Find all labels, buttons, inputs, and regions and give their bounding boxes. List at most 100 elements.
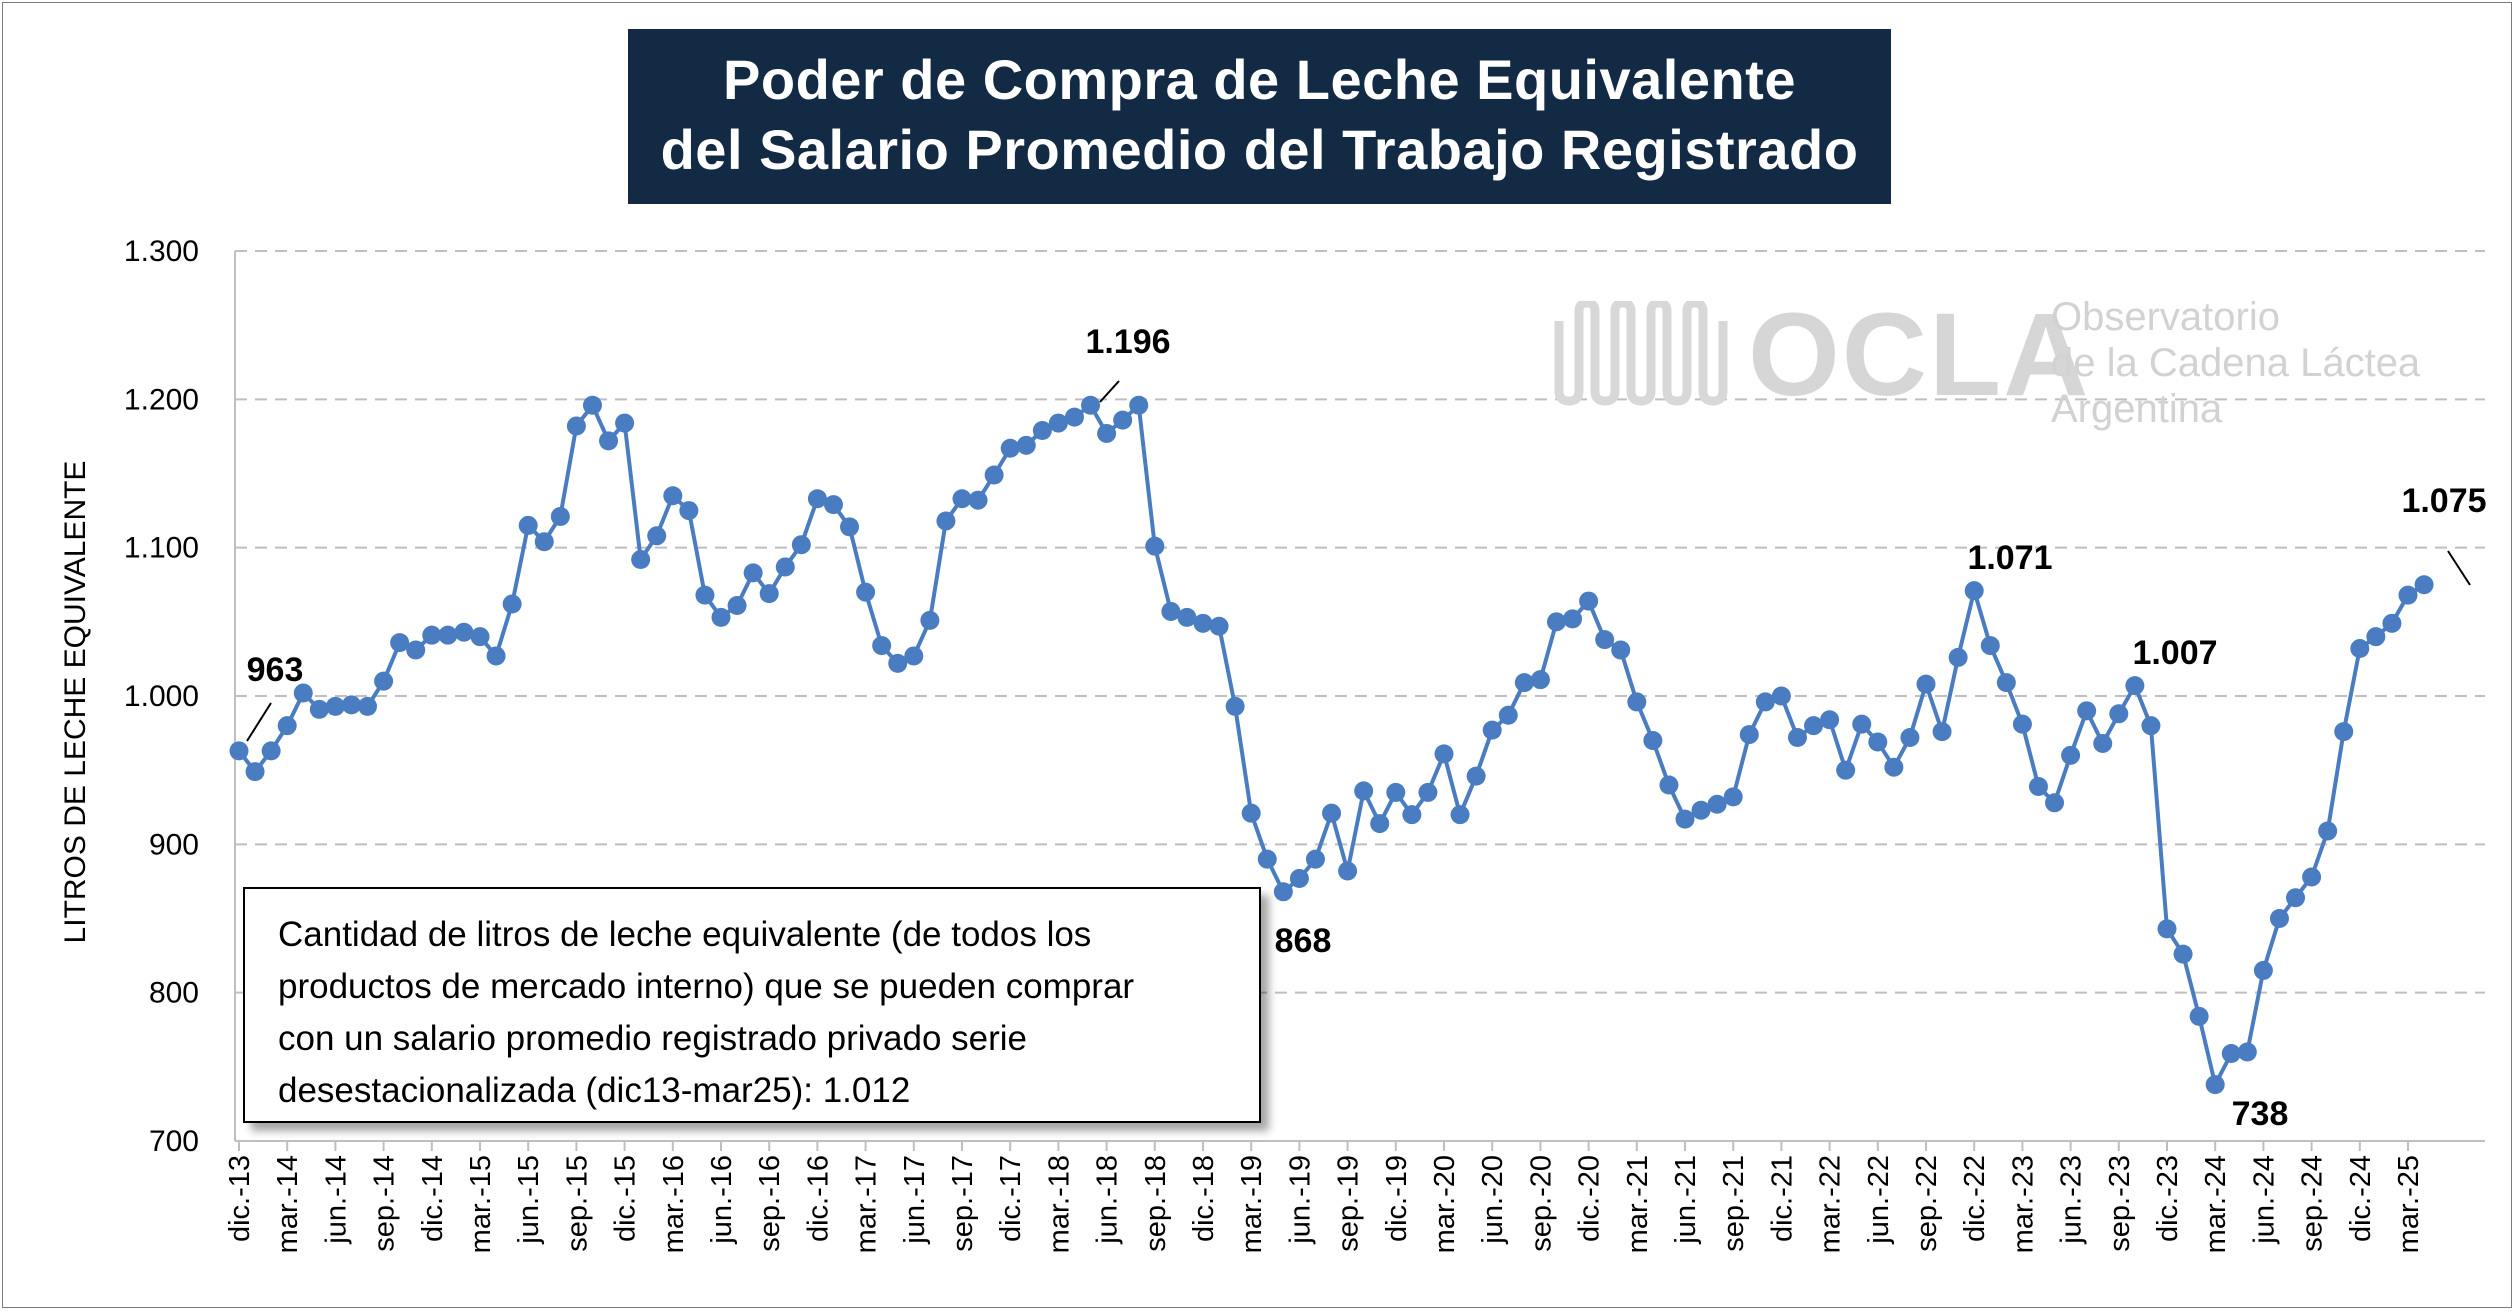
data-point (1048, 413, 1068, 433)
y-tick-label: 700 (149, 1125, 199, 1158)
x-tick-label: mar.-15 (465, 1155, 497, 1253)
x-tick-label: jun.-24 (2248, 1155, 2280, 1245)
data-point (1932, 722, 1952, 742)
axes (234, 251, 2485, 1151)
data-label: 1.007 (2132, 634, 2217, 672)
data-point (2173, 944, 2193, 964)
data-label: 738 (2232, 1095, 2289, 1133)
x-tick-label: dic.-19 (1381, 1155, 1413, 1242)
data-point (1675, 809, 1695, 829)
data-series (229, 395, 2434, 1095)
y-tick-label: 1.000 (124, 680, 199, 713)
x-tick-label: jun.-20 (1477, 1155, 1509, 1245)
data-point (534, 532, 554, 552)
x-tick-label: sep.-23 (2104, 1155, 2136, 1252)
data-point (2093, 733, 2113, 753)
x-tick-label: jun.-18 (1092, 1155, 1124, 1245)
y-tick-labels: 700 800 900 1.000 1.100 1.200 1.300 (124, 235, 199, 1158)
data-point (856, 582, 876, 602)
data-point (1755, 692, 1775, 712)
data-point (1980, 636, 2000, 656)
data-point (2253, 960, 2273, 980)
x-tick-label: sep.-21 (1718, 1155, 1750, 1252)
data-point (791, 535, 811, 555)
data-point (422, 625, 442, 645)
x-tick-label: jun.-16 (706, 1155, 738, 1245)
data-point (1514, 673, 1534, 693)
logo-line-1: Observatorio (2051, 295, 2280, 339)
data-point (775, 557, 795, 577)
x-tick-label: sep.-14 (369, 1155, 401, 1252)
data-point (1161, 601, 1181, 621)
data-label: 1.196 (1085, 323, 1170, 361)
data-point (309, 699, 329, 719)
x-tick-label: dic.-22 (1959, 1155, 1991, 1242)
data-point (1434, 744, 1454, 764)
data-label: 1.071 (1967, 539, 2052, 577)
data-point (1016, 435, 1036, 455)
data-point (1627, 692, 1647, 712)
data-point (2061, 745, 2081, 765)
data-point (1595, 630, 1615, 650)
data-point (599, 431, 619, 451)
data-point (807, 489, 827, 509)
data-point (454, 622, 474, 642)
data-point (759, 584, 779, 604)
data-point (1032, 420, 1052, 440)
x-tick-label: jun.-14 (320, 1155, 352, 1245)
data-point (2125, 676, 2145, 696)
data-point (904, 646, 924, 666)
data-point (1193, 613, 1213, 633)
data-point (2012, 714, 2032, 734)
x-tick-label: dic.-14 (417, 1155, 449, 1242)
data-point (1338, 861, 1358, 881)
note-line-4: desestacionalizada (dic13-mar25): 1.012 (278, 1071, 911, 1110)
data-point (1064, 407, 1084, 427)
data-point (2045, 793, 2065, 813)
note-line-1: Cantidad de litros de leche equivalente … (278, 915, 1092, 954)
data-point (1964, 581, 1984, 601)
data-point (1402, 805, 1422, 825)
data-point (968, 490, 988, 510)
data-point (631, 550, 651, 570)
x-tick-label: sep.-19 (1333, 1155, 1365, 1252)
data-point (1916, 674, 1936, 694)
x-tick-label: dic.-18 (1188, 1155, 1220, 1242)
data-point (229, 741, 249, 761)
data-label: 868 (1275, 922, 1332, 960)
x-tick-label: mar.-24 (2200, 1155, 2232, 1253)
data-point (277, 716, 297, 736)
data-point (1804, 716, 1824, 736)
data-point (920, 610, 940, 630)
data-point (2189, 1006, 2209, 1026)
data-point (888, 653, 908, 673)
milk-wave-icon (1554, 301, 1728, 406)
data-point (679, 501, 699, 521)
data-point (872, 636, 892, 656)
data-point (1643, 731, 1663, 750)
note-line-2: productos de mercado interno) que se pue… (278, 967, 1135, 1006)
data-label-leader (2447, 550, 2471, 586)
data-point (325, 696, 345, 716)
data-point (518, 515, 538, 535)
data-point (1241, 803, 1261, 823)
data-point (406, 640, 426, 660)
data-point (1257, 849, 1277, 869)
x-tick-label: jun.-19 (1284, 1155, 1316, 1245)
data-point (1852, 714, 1872, 734)
data-point (1739, 725, 1759, 745)
data-point (663, 486, 683, 506)
data-point (1884, 757, 1904, 777)
data-point (1723, 787, 1743, 807)
data-point (2350, 639, 2370, 659)
data-point (261, 741, 281, 761)
y-axis-label: LITROS DE LECHE EQUIVALENTE (59, 461, 92, 944)
data-point (2269, 909, 2289, 928)
data-point (936, 511, 956, 531)
data-point (2109, 704, 2129, 724)
data-point (1530, 670, 1550, 690)
y-tick-label: 900 (149, 828, 199, 861)
data-point (695, 585, 715, 605)
data-point (341, 695, 361, 715)
